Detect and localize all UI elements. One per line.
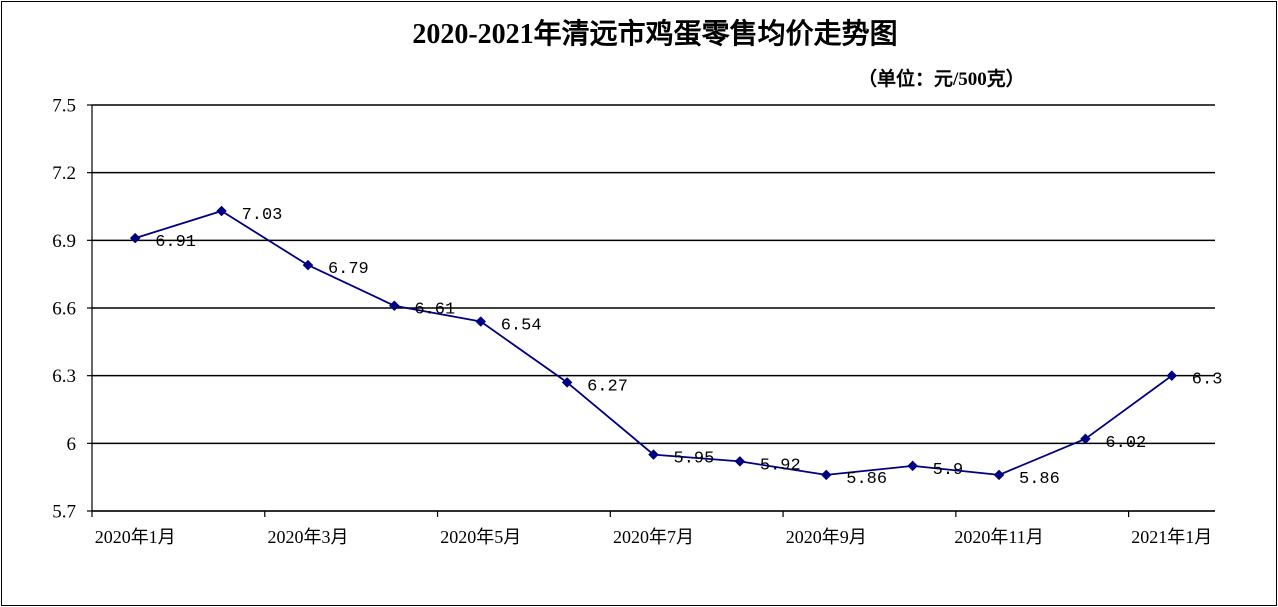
y-tick-label: 6.6 [52, 299, 76, 320]
x-tick-label: 2020年11月 [954, 527, 1043, 547]
data-label: 6.3 [1192, 371, 1223, 390]
data-point-marker [475, 316, 487, 327]
data-label: 6.54 [501, 317, 542, 336]
data-label: 7.03 [242, 206, 283, 225]
data-label: 6.02 [1105, 434, 1146, 453]
data-label: 6.27 [587, 377, 628, 396]
x-tick-label: 2020年5月 [440, 527, 521, 547]
data-point-marker [648, 449, 659, 460]
data-label: 6.61 [414, 301, 455, 320]
data-label: 5.86 [846, 470, 887, 489]
y-tick-label: 6 [67, 434, 77, 455]
series-line [134, 210, 1173, 476]
data-label: 6.79 [328, 260, 369, 279]
data-label: 5.95 [674, 450, 715, 469]
data-label: 5.92 [760, 456, 801, 475]
data-point-marker [561, 377, 573, 388]
y-tick-label: 5.7 [52, 502, 76, 523]
data-point-marker [1166, 370, 1178, 382]
data-label: 5.86 [1019, 470, 1060, 489]
unit-label: （单位：元/500克） [858, 69, 1025, 90]
data-point-marker [734, 456, 746, 467]
y-tick-label: 7.2 [52, 163, 76, 184]
x-tick-label: 2020年9月 [786, 527, 867, 547]
x-tick-label: 2020年1月 [95, 527, 176, 547]
x-tick-label: 2020年7月 [613, 527, 694, 547]
data-point-marker [302, 259, 314, 271]
data-point-marker [1080, 433, 1091, 445]
x-tick-label: 2021年1月 [1131, 527, 1212, 547]
data-label: 5.9 [933, 461, 964, 480]
data-point-marker [907, 460, 919, 472]
y-tick-label: 7.5 [52, 96, 76, 117]
data-point-marker [129, 232, 141, 244]
data-point-marker [388, 300, 400, 312]
data-label: 6.91 [155, 233, 196, 252]
data-point-marker [993, 469, 1005, 481]
x-tick-label: 2020年3月 [267, 527, 348, 547]
y-tick-label: 6.9 [52, 231, 76, 252]
data-point-marker [820, 469, 832, 481]
chart-title: 2020-2021年清远市鸡蛋零售均价走势图 [412, 19, 898, 50]
data-point-marker [216, 205, 227, 217]
y-tick-label: 6.3 [52, 366, 76, 387]
